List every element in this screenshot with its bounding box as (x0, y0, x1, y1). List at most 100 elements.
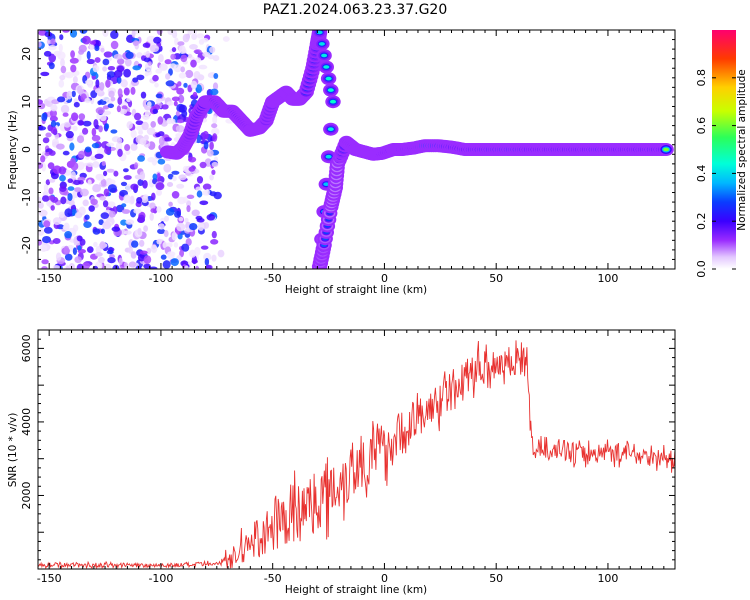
noise-blob (202, 130, 209, 140)
noise-blob (108, 210, 116, 218)
noise-blob (143, 263, 151, 269)
noise-blob (195, 186, 202, 192)
noise-blob (116, 76, 122, 84)
noise-blob (146, 127, 156, 136)
noise-blob (203, 222, 210, 229)
noise-blob (120, 181, 128, 187)
noise-blob (59, 74, 66, 81)
noise-blob (82, 120, 92, 127)
noise-blob (209, 88, 219, 96)
noise-blob (52, 217, 62, 226)
noise-blob (183, 82, 188, 88)
noise-blob (189, 44, 198, 50)
noise-blob (110, 40, 119, 50)
noise-blob (186, 200, 192, 208)
noise-blob (72, 76, 78, 84)
noise-blob (175, 110, 180, 117)
noise-blob (63, 121, 71, 128)
noise-blob (42, 236, 51, 244)
noise-blob (82, 262, 91, 269)
noise-blob (170, 53, 176, 60)
noise-blob (101, 141, 110, 149)
noise-blob (195, 215, 203, 221)
noise-blob (174, 210, 181, 218)
noise-blob (107, 66, 116, 71)
noise-blob (102, 105, 110, 110)
noise-blob (107, 201, 116, 208)
noise-blob (163, 137, 172, 142)
noise-blob (196, 190, 203, 198)
noise-blob (38, 227, 45, 236)
colorbar-tick-label: 0.6 (695, 117, 708, 135)
noise-blob (184, 265, 189, 269)
noise-blob (99, 82, 105, 91)
noise-blob (41, 112, 48, 122)
noise-blob (79, 238, 86, 246)
noise-blob (106, 142, 115, 147)
noise-blob (196, 176, 204, 184)
noise-blob (84, 146, 92, 153)
noise-blob (74, 256, 82, 264)
colorbar-ticks: 0.0 0.2 0.4 0.6 0.8 (695, 69, 736, 278)
noise-blob (64, 253, 73, 261)
noise-blob (43, 226, 53, 234)
noise-blob (67, 186, 75, 191)
noise-blob (139, 239, 145, 247)
noise-blob (181, 243, 190, 252)
noise-blob (87, 179, 92, 186)
noise-blob (173, 242, 179, 248)
noise-blob (180, 66, 185, 73)
noise-blob (184, 217, 189, 223)
noise-blob (136, 74, 145, 81)
noise-blob (134, 162, 139, 170)
noise-blob (50, 104, 58, 112)
noise-blob (95, 79, 100, 88)
noise-blob (182, 33, 190, 43)
noise-blob (186, 194, 195, 199)
noise-blob (143, 57, 151, 63)
noise-blob (48, 62, 55, 70)
noise-blob (70, 64, 77, 73)
spectrogram-frame (37, 29, 676, 270)
noise-blob (136, 52, 143, 59)
noise-blob (116, 105, 121, 113)
noise-blob (137, 254, 146, 262)
noise-blob (126, 121, 133, 130)
noise-blob (196, 33, 204, 39)
noise-blob (45, 179, 51, 186)
noise-blob (55, 252, 62, 261)
ridge-mark (330, 99, 336, 104)
noise-blob (103, 51, 113, 58)
noise-blob (180, 54, 188, 63)
noise-blob (77, 150, 86, 159)
noise-blob (165, 242, 173, 248)
noise-blob (130, 183, 139, 190)
noise-blob (69, 30, 78, 38)
noise-blob (140, 91, 147, 99)
noise-blob (147, 101, 152, 108)
noise-blob (202, 183, 212, 191)
colorbar-tick-label: 0.4 (695, 165, 708, 183)
noise-blob (211, 123, 218, 129)
x-tick-label: 100 (597, 272, 618, 285)
noise-blob (168, 201, 173, 207)
noise-blob (49, 115, 58, 122)
noise-blob (106, 71, 116, 78)
noise-blob (200, 37, 209, 43)
noise-blob (177, 119, 184, 124)
noise-blob (130, 86, 136, 95)
noise-blob (86, 162, 94, 168)
noise-blob (128, 261, 137, 268)
noise-blob (188, 156, 197, 163)
noise-blob (48, 195, 55, 201)
noise-blob (155, 93, 163, 99)
noise-blob (167, 254, 175, 259)
noise-blob (102, 110, 112, 116)
noise-blob (65, 265, 70, 269)
noise-blob (211, 230, 217, 239)
noise-blob (157, 228, 166, 234)
noise-blob (175, 125, 185, 133)
ridge-mark (327, 127, 334, 131)
noise-blob (78, 113, 86, 121)
noise-blob (117, 88, 123, 97)
